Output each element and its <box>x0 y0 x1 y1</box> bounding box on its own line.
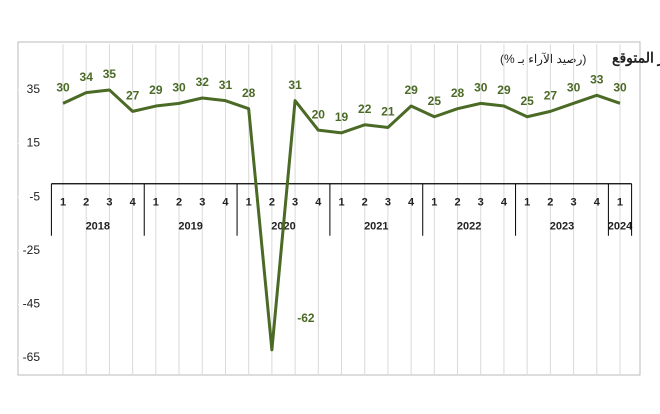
data-label: 25 <box>428 94 442 108</box>
year-label: 2018 <box>86 221 110 233</box>
x-tick-label: 3 <box>292 197 298 209</box>
data-label: 29 <box>497 83 511 97</box>
x-tick-label: 3 <box>385 197 391 209</box>
x-tick-label: 3 <box>478 197 484 209</box>
data-label: 31 <box>219 78 233 92</box>
data-label: 22 <box>358 102 372 116</box>
data-label: 30 <box>613 81 627 95</box>
data-label: 30 <box>474 81 488 95</box>
data-label: 25 <box>520 94 534 108</box>
data-label: 20 <box>312 107 326 121</box>
data-label: 31 <box>288 78 302 92</box>
x-tick-label: 4 <box>222 197 229 209</box>
x-tick-label: 2 <box>454 197 460 209</box>
data-label: 19 <box>335 110 349 124</box>
x-tick-label: 3 <box>199 197 205 209</box>
data-label: 27 <box>544 89 558 103</box>
data-label: 29 <box>149 83 163 97</box>
year-label: 2019 <box>178 221 202 233</box>
year-label: 2022 <box>457 221 481 233</box>
data-label: 27 <box>126 89 140 103</box>
x-tick-label: 1 <box>338 197 344 209</box>
x-tick-label: 2 <box>176 197 182 209</box>
x-tick-label: 4 <box>315 197 322 209</box>
year-label: 2021 <box>364 221 388 233</box>
year-label: 2024 <box>608 221 633 233</box>
y-tick-label: -45 <box>23 297 41 311</box>
data-label: 21 <box>381 105 395 119</box>
data-label: -62 <box>297 311 315 325</box>
data-label: 33 <box>590 72 604 86</box>
data-label: 32 <box>196 75 210 89</box>
y-tick-label: -65 <box>23 350 41 364</box>
data-label: 28 <box>242 86 256 100</box>
x-tick-label: 2 <box>269 197 275 209</box>
data-label: 29 <box>404 83 418 97</box>
y-tick-label: 35 <box>27 82 41 96</box>
chart-subtitle: (رصيد الآراء بـ %) <box>500 52 586 66</box>
chart-title: المؤشر المتوقع <box>612 50 660 67</box>
x-tick-label: 2 <box>362 197 368 209</box>
x-tick-label: 4 <box>501 197 508 209</box>
x-tick-label: 1 <box>153 197 159 209</box>
x-tick-label: 1 <box>617 197 623 209</box>
x-tick-label: 1 <box>246 197 252 209</box>
data-label: 34 <box>80 70 94 84</box>
x-tick-label: 4 <box>408 197 415 209</box>
plot-frame <box>17 41 641 376</box>
data-label: 30 <box>56 81 70 95</box>
y-tick-label: -5 <box>29 189 40 203</box>
x-tick-label: 2 <box>547 197 553 209</box>
x-tick-label: 3 <box>106 197 112 209</box>
year-label: 2023 <box>550 221 574 233</box>
x-tick-label: 2 <box>83 197 89 209</box>
data-label: 30 <box>172 81 186 95</box>
data-label: 30 <box>567 81 581 95</box>
data-label: 28 <box>451 86 465 100</box>
data-label: 35 <box>103 67 117 81</box>
x-tick-label: 1 <box>60 197 66 209</box>
y-tick-label: -25 <box>23 243 41 257</box>
x-tick-label: 1 <box>524 197 530 209</box>
x-tick-label: 4 <box>594 197 601 209</box>
x-tick-label: 1 <box>431 197 437 209</box>
x-tick-label: 3 <box>571 197 577 209</box>
series-line <box>62 88 621 352</box>
y-tick-label: 15 <box>27 136 41 150</box>
x-tick-label: 4 <box>130 197 137 209</box>
